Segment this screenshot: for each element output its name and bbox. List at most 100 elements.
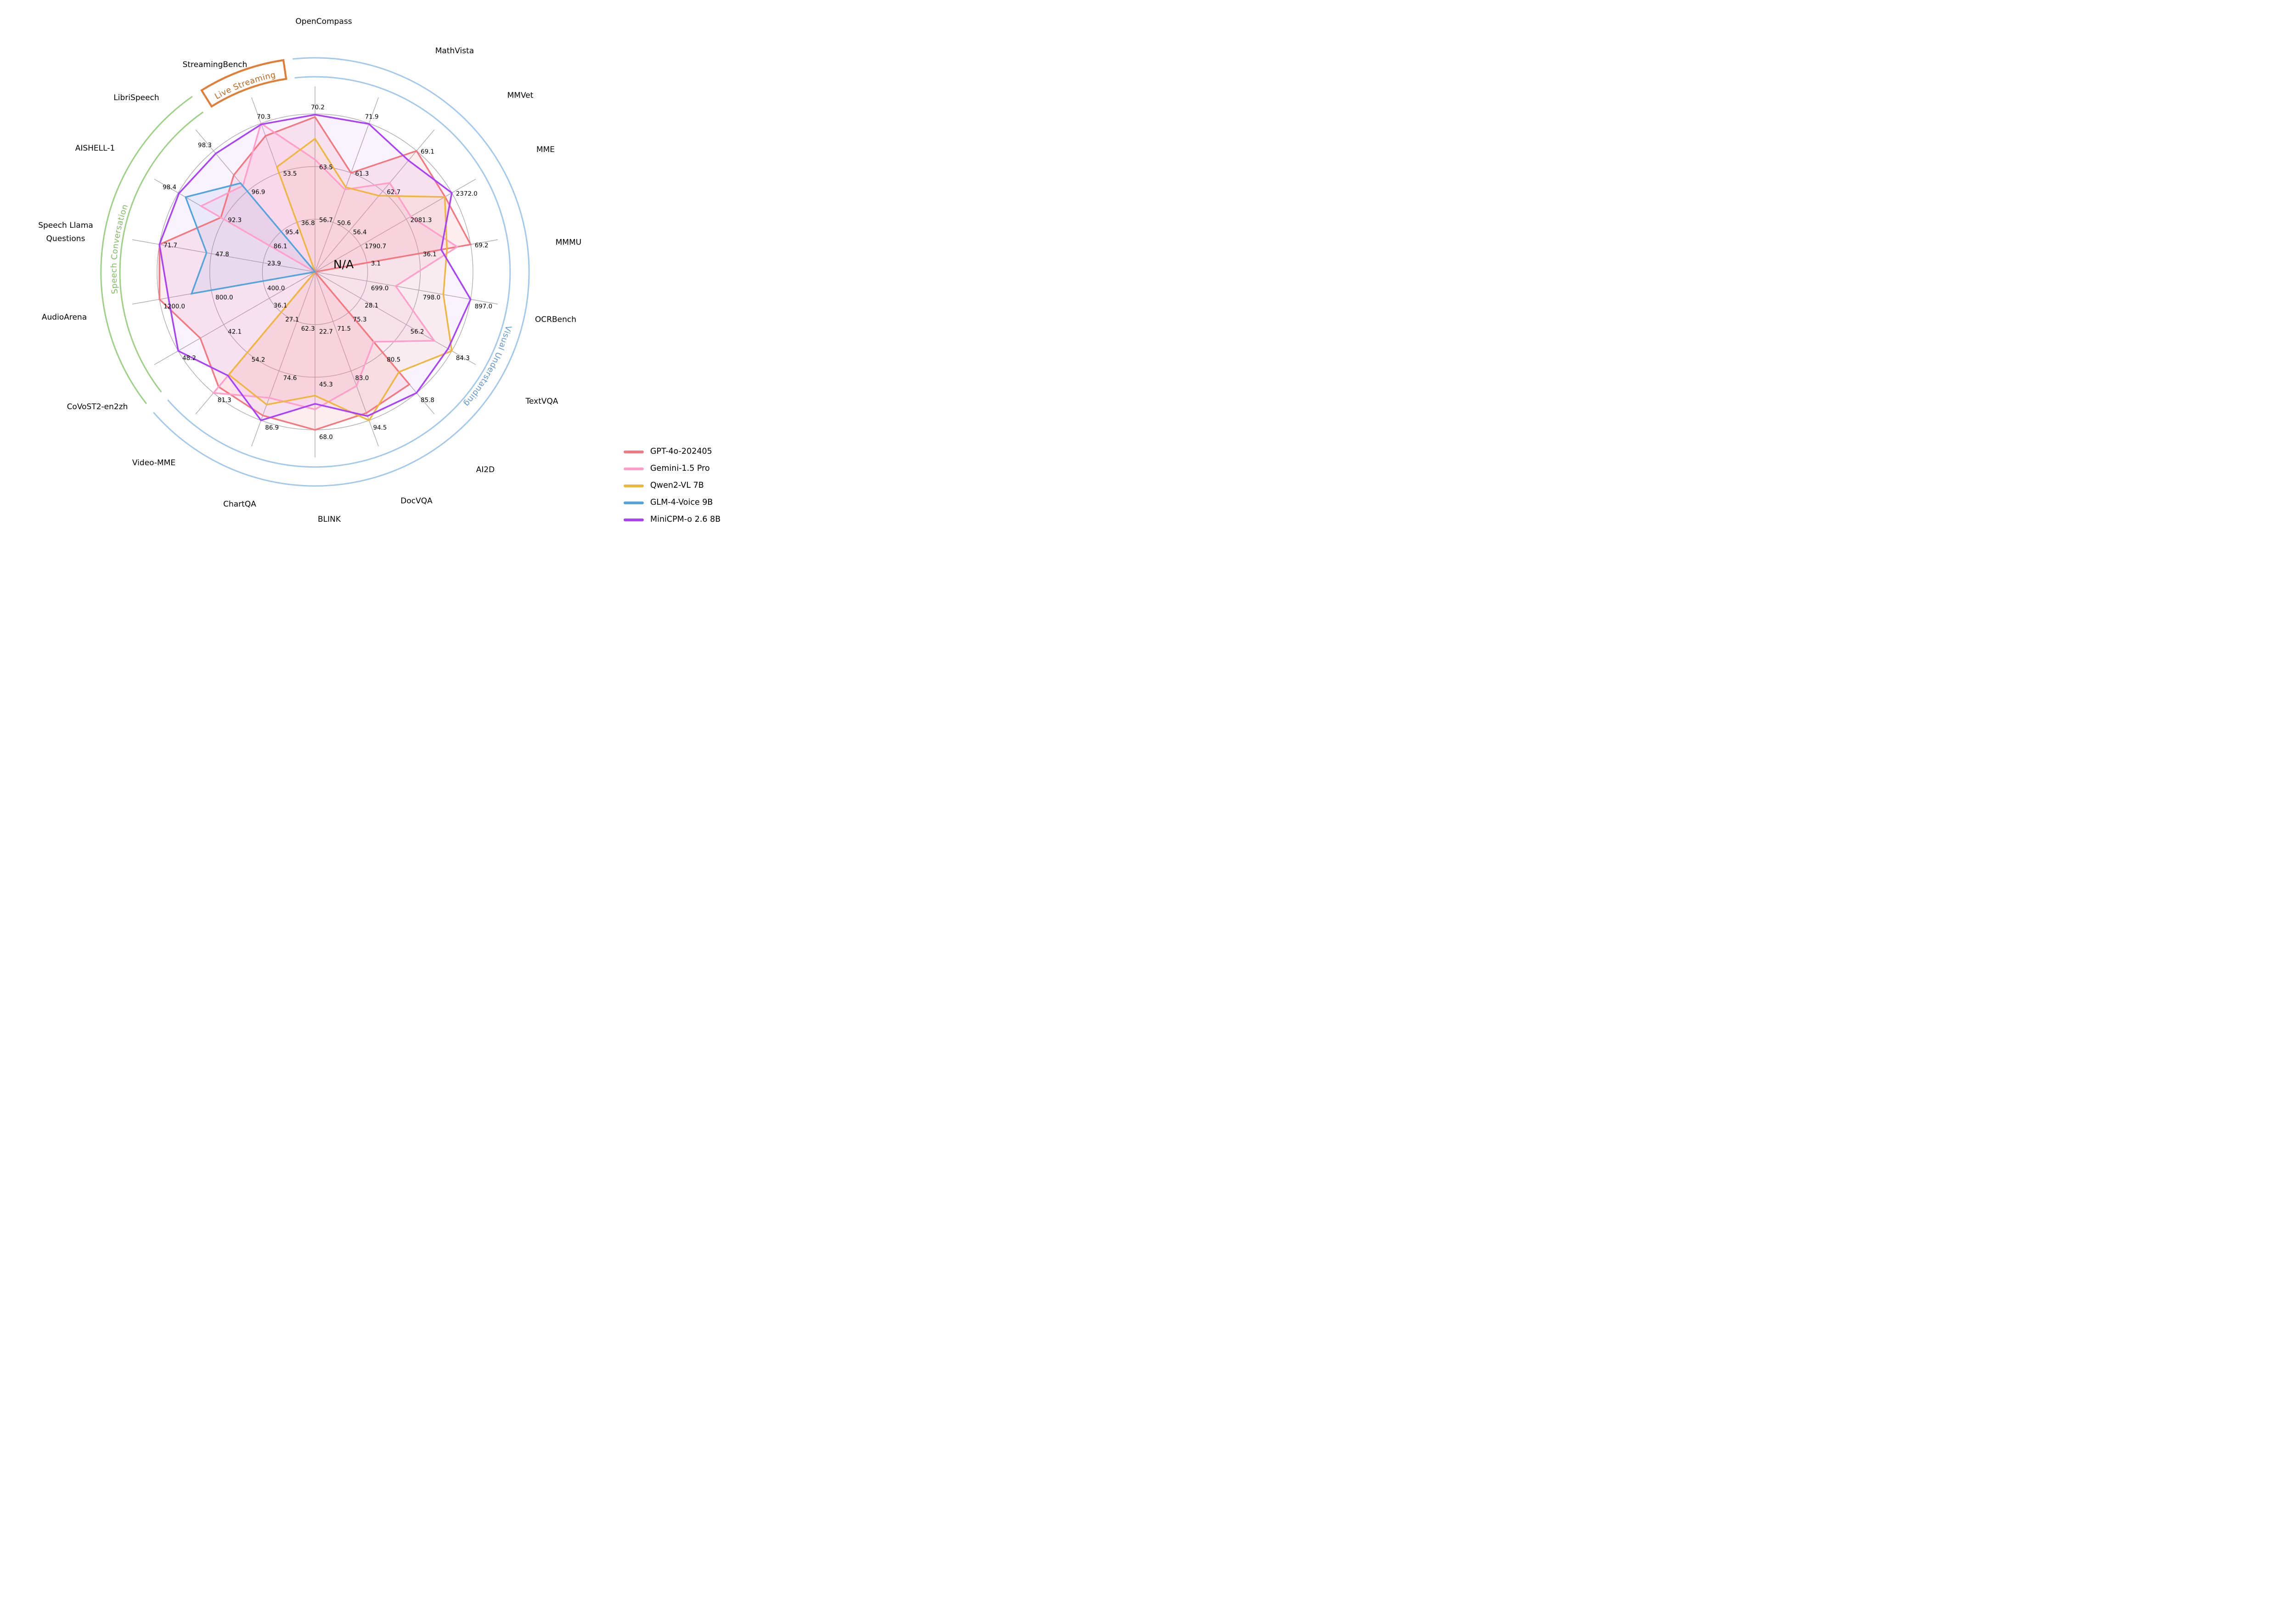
axis-label-BLINK: BLINK <box>318 515 341 524</box>
ring-label: 95.4 <box>285 229 299 236</box>
ring-label: 48.2 <box>182 355 196 362</box>
legend-label: MiniCPM-o 2.6 8B <box>650 515 721 524</box>
radar-chart-svg: 56.7 63.5 70.2 50.6 61.3 71.9 56.4 62.7 69.1 1790… <box>38 17 581 524</box>
center-na-label: N/A <box>333 258 354 271</box>
series-fill-MiniCPM-o 2.6 8B <box>159 114 471 421</box>
ring-label: 94.5 <box>373 424 387 431</box>
ring-label: 36.1 <box>423 251 437 258</box>
radar-figure: 56.7 63.5 70.2 50.6 61.3 71.9 56.4 62.7 69.1 1790… <box>0 0 781 534</box>
axis-spoke <box>251 271 315 447</box>
ring-label: 699.0 <box>371 285 388 292</box>
category-arc-inner <box>167 76 511 468</box>
axis-label-CoVoST2-en2zh: CoVoST2-en2zh <box>67 402 128 412</box>
axis-label-MME: MME <box>536 145 555 154</box>
axis-label-OpenCompass: OpenCompass <box>295 17 352 26</box>
series-line-Gemini-1.5 Pro <box>199 122 459 411</box>
axis-label-MMVet: MMVet <box>507 91 534 100</box>
axis-spoke <box>315 271 476 365</box>
ring-label: 47.8 <box>215 251 229 258</box>
ring-label: 69.2 <box>475 242 489 249</box>
ring-label: 80.5 <box>387 357 400 364</box>
ring-label: 70.3 <box>257 114 270 121</box>
ring-label: 71.5 <box>337 326 351 333</box>
series-fill-Gemini-1.5 Pro <box>201 123 457 410</box>
category-arc-outer <box>153 57 530 487</box>
ring-label: 54.2 <box>252 357 265 364</box>
legend-swatch-gemini <box>624 468 644 470</box>
ring-label: 86.9 <box>265 424 279 431</box>
ring-label: 56.4 <box>353 229 367 236</box>
ring-label: 69.1 <box>421 148 434 155</box>
ring-label: 71.9 <box>365 114 379 121</box>
axis-label-OCRBench: OCRBench <box>535 315 576 324</box>
ring-label: 36.8 <box>301 220 315 227</box>
ring-label: 70.2 <box>311 104 325 111</box>
ring-label: 1200.0 <box>163 304 185 310</box>
legend-label: Qwen2-VL 7B <box>650 481 704 490</box>
ring-label: 96.9 <box>252 189 265 196</box>
axis-label-AudioArena: AudioArena <box>42 313 87 322</box>
category-arc-label: Visual Understanding <box>462 324 513 408</box>
legend-item: MiniCPM-o 2.6 8B <box>624 514 720 525</box>
legend-item: Qwen2-VL 7B <box>624 480 720 491</box>
ring-label: 83.0 <box>355 375 369 382</box>
ring-label: 53.5 <box>283 170 297 177</box>
series-line-MiniCPM-o 2.6 8B <box>158 113 472 422</box>
legend-item: GPT-4o-202405 <box>624 446 720 457</box>
ring-label: 23.9 <box>267 260 281 267</box>
ring-label: 56.2 <box>411 329 424 336</box>
axis-label-LibriSpeech: LibriSpeech <box>113 93 159 102</box>
series-line-GLM-4-Voice 9B <box>184 182 317 295</box>
axis-spoke <box>315 271 379 447</box>
ring-label: 81.3 <box>218 397 231 404</box>
ring-label: 45.3 <box>319 381 333 388</box>
ring-label: 28.1 <box>365 302 378 309</box>
legend-item: Gemini-1.5 Pro <box>624 463 720 474</box>
ring-label: 2081.3 <box>411 217 432 224</box>
legend-swatch-qwen2vl <box>624 485 644 487</box>
ring-label: 71.7 <box>163 242 177 249</box>
category-arc-outer <box>100 96 193 404</box>
series-line-Qwen2-VL 7B <box>227 137 453 422</box>
ring-label: 42.1 <box>228 329 242 336</box>
axis-label-AI2D: AI2D <box>476 465 495 474</box>
ring-label: 1790.7 <box>365 243 386 250</box>
ring-label: 63.5 <box>319 164 333 171</box>
ring-label: 68.0 <box>319 434 333 441</box>
legend-swatch-minicpmo <box>624 519 644 521</box>
ring-label: 2372.0 <box>456 191 478 197</box>
axis-label-StreamingBench: StreamingBench <box>183 60 248 69</box>
ring-label: 84.3 <box>456 355 470 362</box>
ring-label: 62.7 <box>387 189 400 196</box>
axis-label-MMMU: MMMU <box>556 238 581 247</box>
legend-item: GLM-4-Voice 9B <box>624 497 720 508</box>
ring-label: 27.1 <box>285 316 299 323</box>
series-line-GPT-4o-202405 <box>158 116 472 431</box>
axis-label-DocVQA: DocVQA <box>400 496 433 506</box>
axis-spoke <box>154 271 315 365</box>
axis-spoke <box>315 271 498 304</box>
axis-spoke <box>315 179 476 272</box>
category-arc-inner <box>119 111 204 393</box>
ring-label: 36.1 <box>274 302 287 309</box>
ring-label: 798.0 <box>423 294 440 301</box>
legend: GPT-4o-202405 Gemini-1.5 Pro Qwen2-VL 7B… <box>624 446 720 525</box>
axis-label-ChartQA: ChartQA <box>223 500 256 509</box>
ring-label: 92.3 <box>228 217 242 224</box>
axis-label-MathVista: MathVista <box>435 46 474 56</box>
ring-label: 400.0 <box>267 285 285 292</box>
series-fill-Qwen2-VL 7B <box>229 139 452 421</box>
legend-label: GLM-4-Voice 9B <box>650 498 713 507</box>
axis-label-AISHELL-1: AISHELL-1 <box>75 144 115 153</box>
axis-spoke <box>315 129 435 272</box>
legend-label: Gemini-1.5 Pro <box>650 464 710 474</box>
ring-label: 75.3 <box>353 316 367 323</box>
ring-label: 897.0 <box>475 304 492 310</box>
axis-spoke <box>315 97 379 272</box>
ring-label: 98.4 <box>163 184 176 191</box>
ring-label: 3.1 <box>371 260 381 267</box>
series-fill-GLM-4-Voice 9B <box>186 183 315 294</box>
ring-label: 85.8 <box>421 397 434 404</box>
ring-label: 22.7 <box>319 329 333 336</box>
ring-label: 86.1 <box>274 243 287 250</box>
